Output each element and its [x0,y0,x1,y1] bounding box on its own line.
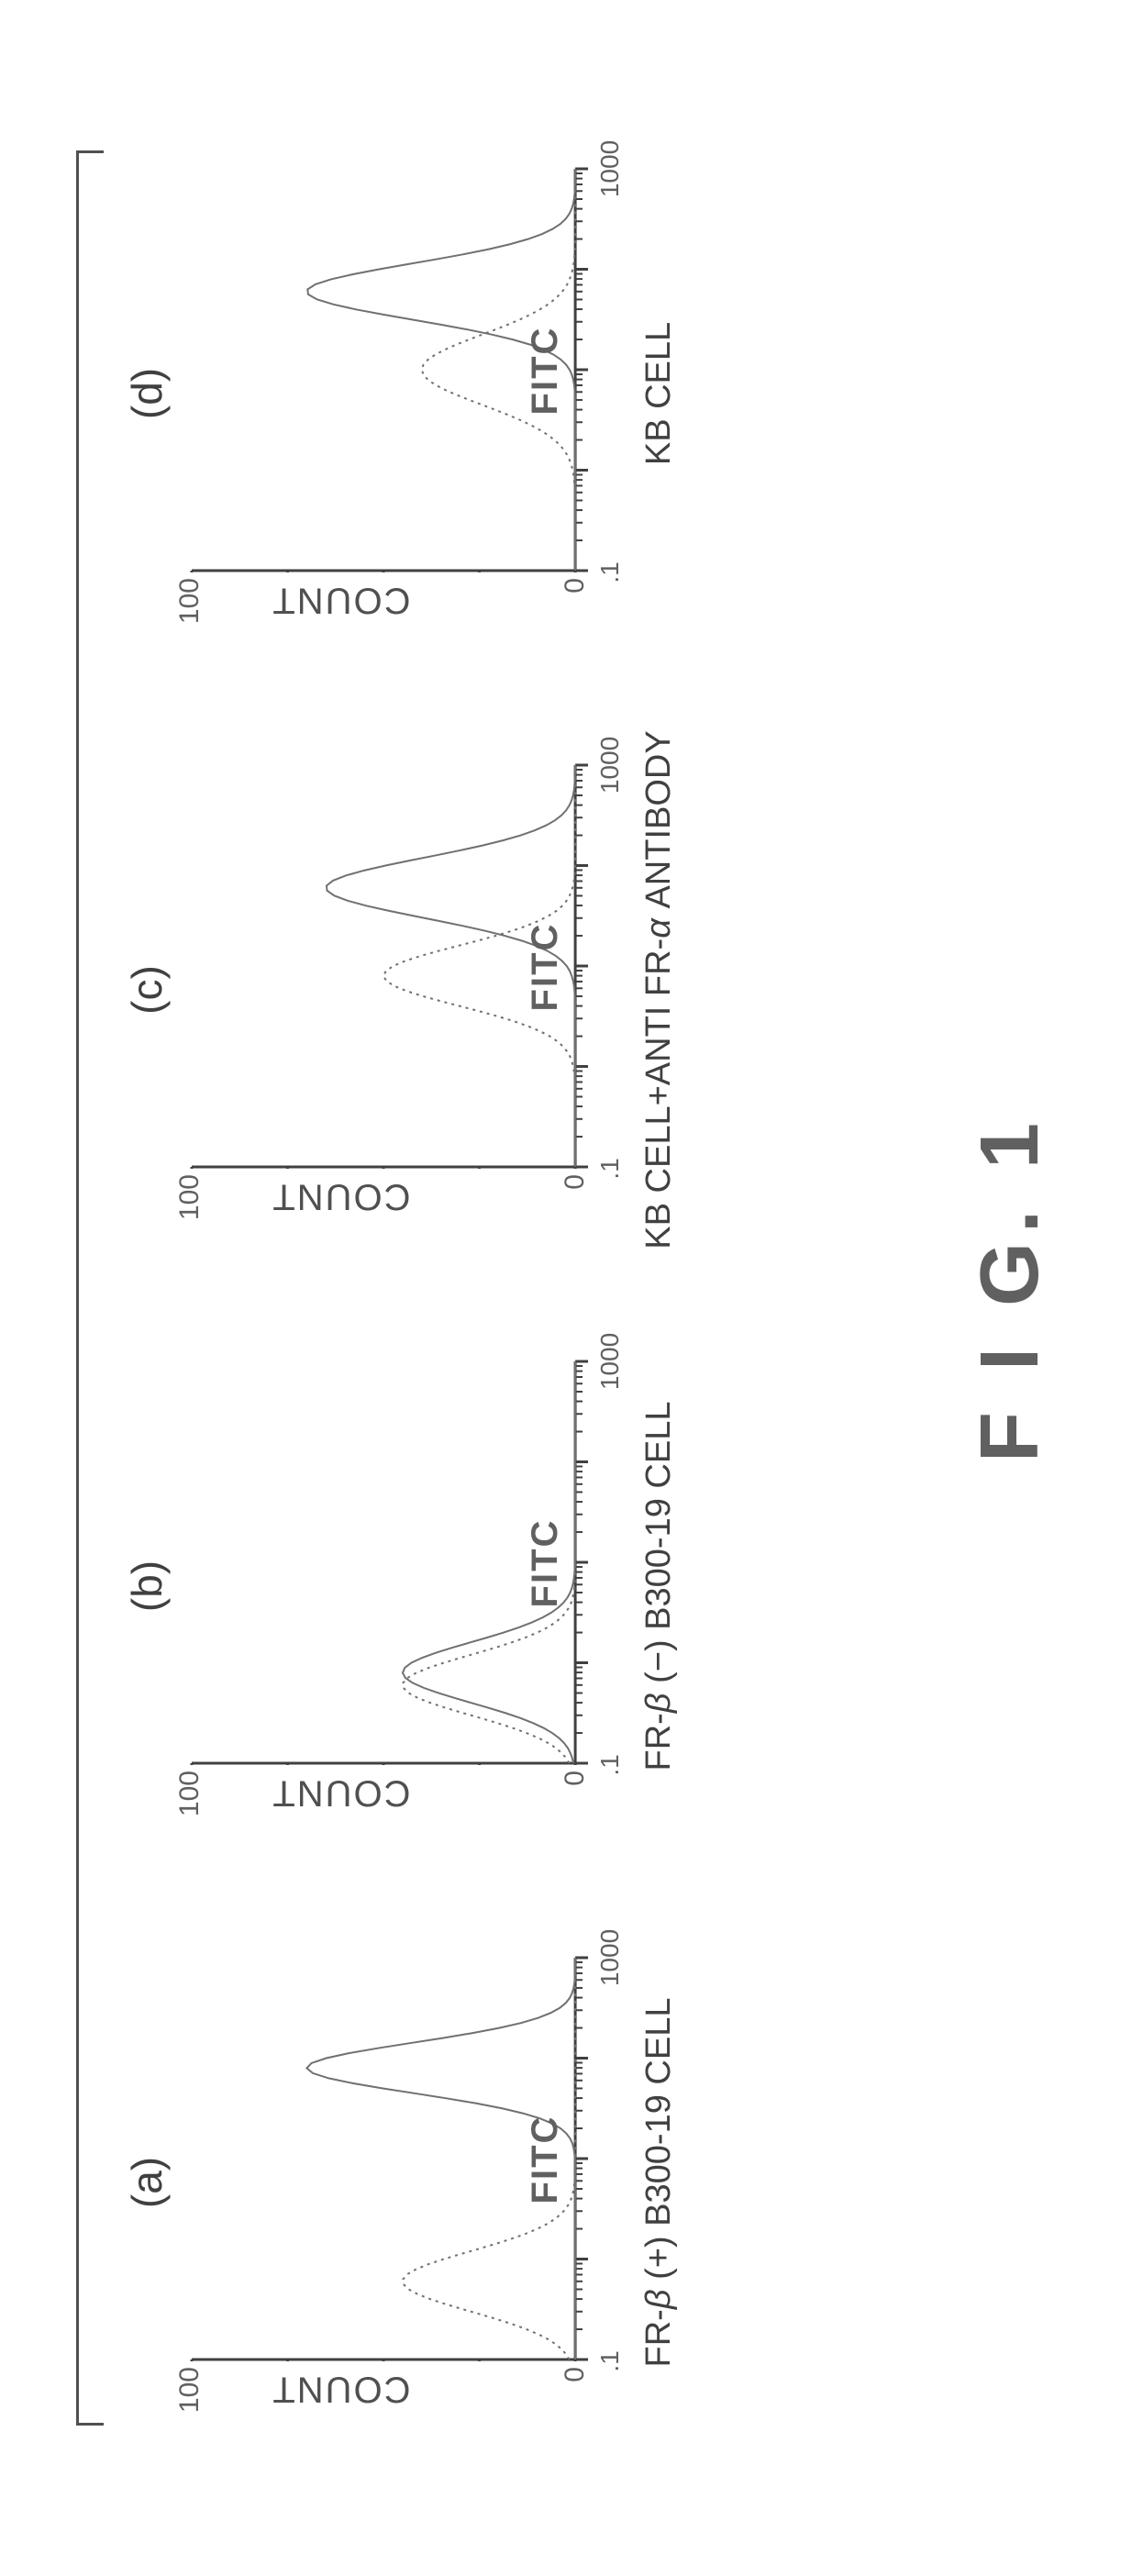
xtick-min: .1 [592,2350,625,2371]
chart-area: 100 0 .1 1000 FITC [190,1958,594,2361]
panel-label-c: (c) [122,965,172,1015]
panel-caption-a: FR-β (+) B300-19 CELL [639,1998,679,2368]
chart-wrap: COUNT 100 0 .1 1000 FITC [190,1361,594,1811]
panel-b: (b) COUNT 100 0 .1 1000 FITC FR-β (−) B3… [122,1320,679,1852]
xtick-min: .1 [592,561,625,583]
xtick-max: 1000 [592,1333,625,1390]
y-axis-label: COUNT [373,580,410,621]
xtick-max: 1000 [592,140,625,197]
ytick-min: 0 [560,1169,591,1190]
ytick-min: 0 [560,2361,591,2382]
xtick-max: 1000 [592,737,625,794]
y-axis-label: COUNT [373,1176,410,1217]
ytick-max: 100 [174,1765,205,1816]
chart-area: 100 0 .1 1000 FITC [190,765,594,1169]
xtick-min: .1 [592,1158,625,1179]
figure-container: (a) COUNT 100 0 .1 1000 FITC FR-β (+) B3… [67,95,1076,2481]
panel-label-b: (b) [122,1560,172,1612]
panel-caption-d: KB CELL [639,322,679,465]
xtick-max: 1000 [592,1929,625,1986]
ytick-max: 100 [174,572,205,624]
ytick-max: 100 [174,1169,205,1220]
group-bracket [76,150,104,2426]
chart-wrap: COUNT 100 0 .1 1000 FITC [190,1958,594,2407]
chart-wrap: COUNT 100 0 .1 1000 FITC [190,765,594,1215]
x-axis-label: FITC [525,923,566,1012]
panel-a: (a) COUNT 100 0 .1 1000 FITC FR-β (+) B3… [122,1916,679,2448]
ytick-min: 0 [560,1765,591,1786]
y-axis-label: COUNT [373,1772,410,1814]
ytick-min: 0 [560,572,591,594]
x-axis-label: FITC [525,1519,566,1608]
y-axis-label: COUNT [373,2369,410,2410]
figure-label: F I G. 1 [963,1114,1058,1462]
panel-caption-b: FR-β (−) B300-19 CELL [639,1402,679,1771]
xtick-min: .1 [592,1754,625,1775]
panel-label-d: (d) [122,368,172,419]
x-axis-label: FITC [525,327,566,416]
ytick-max: 100 [174,2361,205,2413]
chart-area: 100 0 .1 1000 FITC [190,169,594,572]
x-axis-label: FITC [525,2115,566,2204]
panel-caption-c: KB CELL+ANTI FR-α ANTIBODY [639,730,679,1249]
panel-c: (c) COUNT 100 0 .1 1000 FITC KB CELL+ANT… [122,724,679,1256]
panel-label-a: (a) [122,2157,172,2208]
chart-area: 100 0 .1 1000 FITC [190,1361,594,1765]
panel-d: (d) COUNT 100 0 .1 1000 FITC KB CELL [122,128,679,660]
panels-row: (a) COUNT 100 0 .1 1000 FITC FR-β (+) B3… [122,114,679,2462]
chart-wrap: COUNT 100 0 .1 1000 FITC [190,169,594,618]
